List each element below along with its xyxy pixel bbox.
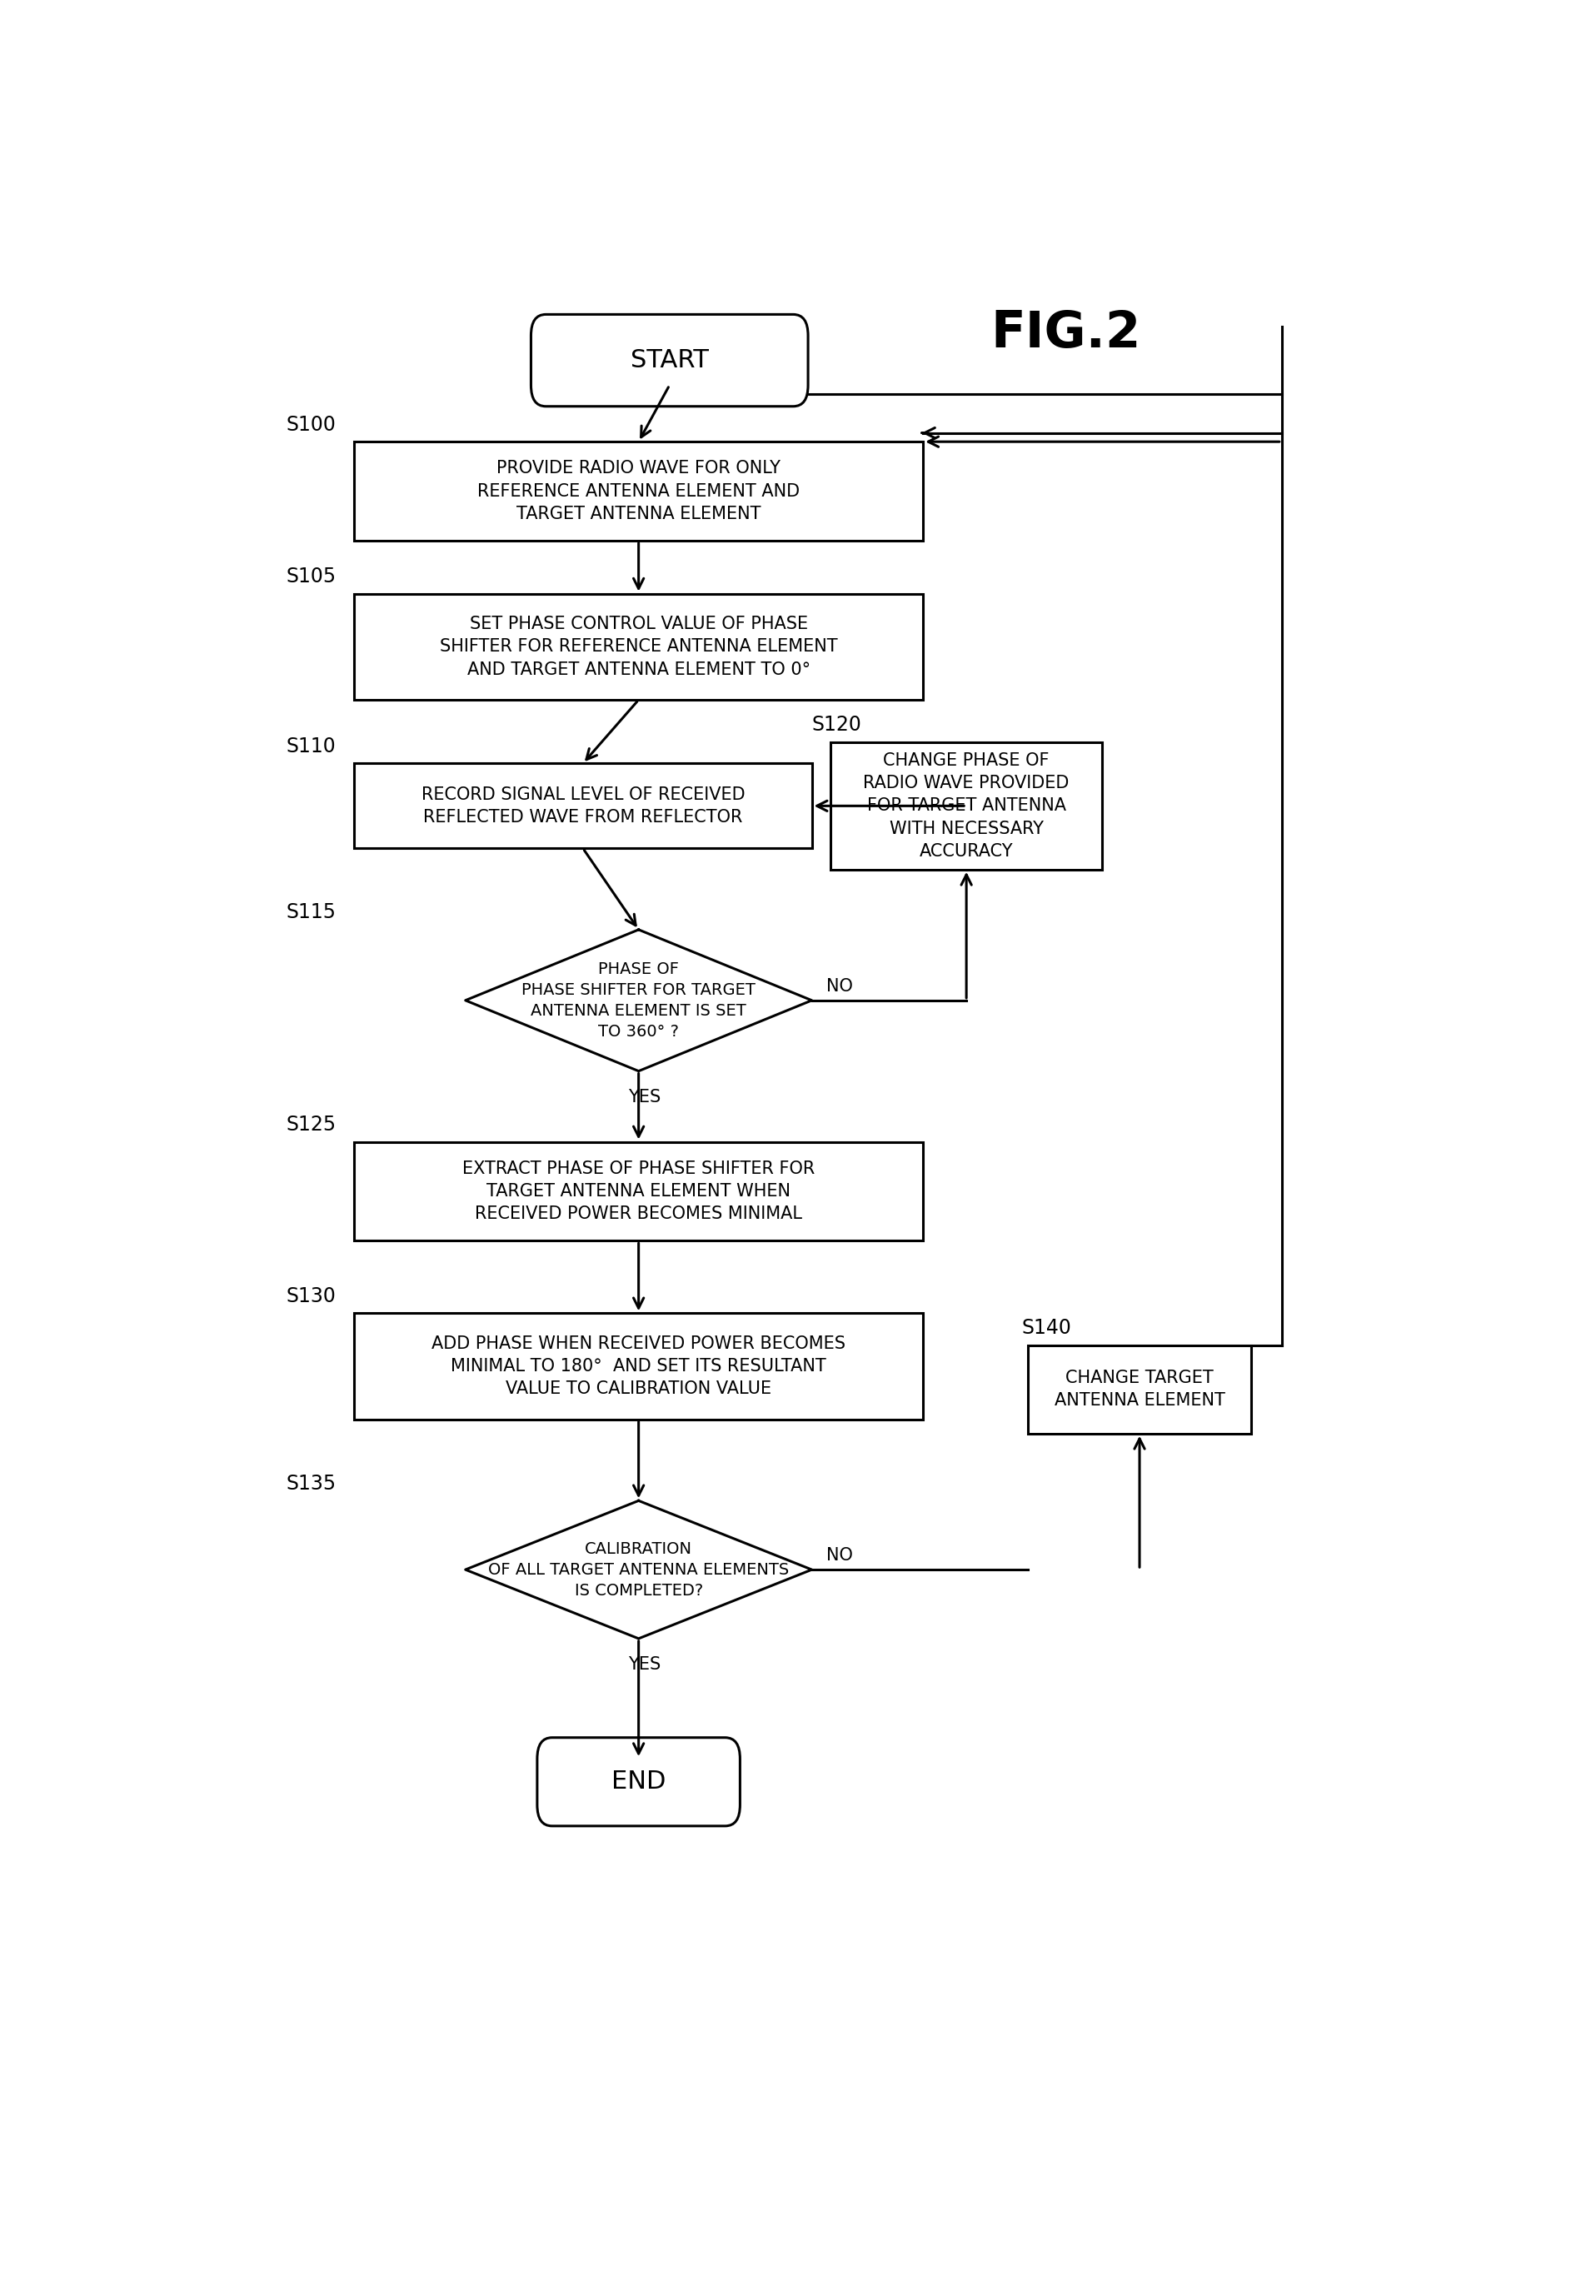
FancyBboxPatch shape [830, 742, 1103, 870]
Text: START: START [630, 349, 709, 372]
FancyBboxPatch shape [531, 315, 808, 406]
FancyBboxPatch shape [354, 1141, 922, 1240]
Text: CALIBRATION
OF ALL TARGET ANTENNA ELEMENTS
IS COMPLETED?: CALIBRATION OF ALL TARGET ANTENNA ELEMEN… [488, 1541, 788, 1598]
FancyBboxPatch shape [1028, 1345, 1251, 1433]
FancyBboxPatch shape [538, 1738, 741, 1825]
Text: CHANGE TARGET
ANTENNA ELEMENT: CHANGE TARGET ANTENNA ELEMENT [1055, 1371, 1224, 1410]
Text: EXTRACT PHASE OF PHASE SHIFTER FOR
TARGET ANTENNA ELEMENT WHEN
RECEIVED POWER BE: EXTRACT PHASE OF PHASE SHIFTER FOR TARGE… [463, 1159, 816, 1221]
Text: S115: S115 [286, 902, 337, 923]
Text: S100: S100 [286, 416, 335, 434]
Text: ADD PHASE WHEN RECEIVED POWER BECOMES
MINIMAL TO 180°  AND SET ITS RESULTANT
VAL: ADD PHASE WHEN RECEIVED POWER BECOMES MI… [431, 1336, 846, 1398]
Text: NO: NO [827, 978, 854, 994]
FancyBboxPatch shape [354, 441, 922, 542]
Polygon shape [466, 1502, 812, 1639]
Text: S125: S125 [286, 1116, 337, 1134]
FancyBboxPatch shape [354, 595, 922, 700]
FancyBboxPatch shape [354, 765, 812, 847]
Polygon shape [466, 930, 812, 1070]
Text: PROVIDE RADIO WAVE FOR ONLY
REFERENCE ANTENNA ELEMENT AND
TARGET ANTENNA ELEMENT: PROVIDE RADIO WAVE FOR ONLY REFERENCE AN… [477, 459, 800, 521]
Text: END: END [611, 1770, 666, 1793]
Text: CHANGE PHASE OF
RADIO WAVE PROVIDED
FOR TARGET ANTENNA
WITH NECESSARY
ACCURACY: CHANGE PHASE OF RADIO WAVE PROVIDED FOR … [863, 753, 1069, 859]
Text: S120: S120 [812, 714, 862, 735]
Text: S130: S130 [286, 1286, 335, 1306]
Text: S105: S105 [286, 567, 337, 588]
Text: SET PHASE CONTROL VALUE OF PHASE
SHIFTER FOR REFERENCE ANTENNA ELEMENT
AND TARGE: SET PHASE CONTROL VALUE OF PHASE SHIFTER… [439, 615, 838, 677]
Text: S110: S110 [286, 737, 335, 755]
Text: NO: NO [827, 1548, 854, 1564]
Text: YES: YES [629, 1088, 661, 1104]
Text: YES: YES [629, 1655, 661, 1674]
Text: PHASE OF
PHASE SHIFTER FOR TARGET
ANTENNA ELEMENT IS SET
TO 360° ?: PHASE OF PHASE SHIFTER FOR TARGET ANTENN… [522, 962, 755, 1040]
Text: RECORD SIGNAL LEVEL OF RECEIVED
REFLECTED WAVE FROM REFLECTOR: RECORD SIGNAL LEVEL OF RECEIVED REFLECTE… [421, 785, 745, 827]
Text: S140: S140 [1021, 1318, 1073, 1339]
Text: FIG.2: FIG.2 [991, 310, 1141, 358]
Text: S135: S135 [286, 1474, 337, 1495]
FancyBboxPatch shape [354, 1313, 922, 1419]
